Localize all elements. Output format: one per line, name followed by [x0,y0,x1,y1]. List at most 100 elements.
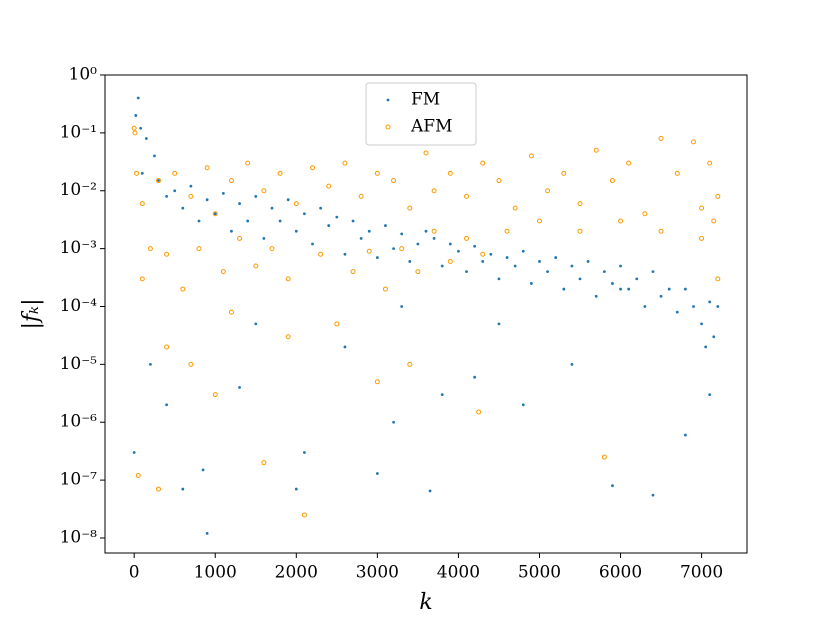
point [188,193,194,199]
point [277,170,283,176]
point [135,473,141,479]
point [399,246,405,252]
point [358,193,364,199]
point [181,206,185,210]
point [440,264,444,268]
point [382,286,388,292]
point [212,211,218,217]
point [230,229,233,233]
point [570,362,574,366]
point [286,198,290,202]
point [400,305,404,308]
point [619,287,622,291]
point [708,300,712,304]
x-tick-label: 6000 [599,563,642,583]
point [343,345,347,349]
point [392,420,395,424]
point [497,277,501,281]
point [489,252,493,256]
point [570,264,574,268]
point [246,219,250,223]
point [261,188,267,194]
y-tick-label: 10⁻⁸ [60,527,98,547]
point [562,287,566,291]
point [303,212,306,216]
point [245,160,251,166]
point [228,309,234,315]
point [651,270,655,274]
point [172,170,178,176]
point [505,256,509,259]
point [134,170,140,176]
point [375,256,379,259]
point [285,334,291,340]
point [188,361,194,367]
point [496,178,502,184]
point [416,242,420,246]
y-tick-label: 10⁻³ [60,238,97,258]
point [448,242,452,246]
point [642,211,648,217]
point [270,206,274,210]
point [480,251,486,257]
point [136,96,140,100]
point [707,160,713,166]
point [237,235,243,241]
y-tick-label: 10⁻⁶ [60,412,98,432]
point [221,191,225,195]
point [326,183,332,189]
x-tick-label: 2000 [275,563,318,583]
y-axis-label: |fₖ| [19,299,44,330]
point [294,487,298,491]
point [301,512,307,518]
point [602,270,606,274]
y-tick-label: 10⁻¹ [60,122,97,142]
point [144,137,148,140]
markers [131,96,721,535]
point [464,193,470,199]
point [156,178,161,184]
point [683,287,687,291]
point [457,249,460,253]
point [204,165,210,171]
point [311,242,314,246]
point [692,305,695,308]
x-tick-label: 4000 [437,563,480,583]
point [546,270,549,274]
point [497,322,501,326]
point [618,218,624,224]
point [521,403,525,407]
point [431,188,437,194]
point [635,277,639,281]
point [303,451,306,454]
point [408,260,412,263]
point [611,282,614,285]
point [375,472,379,475]
point [675,310,679,314]
legend-box [365,82,477,146]
point [212,392,218,398]
point [165,403,169,407]
point [704,345,708,349]
point [627,287,631,291]
point [400,232,404,236]
point [156,486,161,492]
point [238,202,241,205]
x-tick-label: 0 [129,563,140,583]
point [293,201,299,207]
point [238,385,241,389]
point [691,139,696,145]
point [578,277,582,281]
point [447,258,453,264]
point [594,294,598,298]
point [711,218,717,224]
point [131,125,137,131]
point [699,235,705,241]
point [213,212,217,216]
x-tick-label: 3000 [356,563,399,583]
point [367,229,371,233]
x-tick-label: 1000 [194,563,237,583]
point [165,194,169,198]
